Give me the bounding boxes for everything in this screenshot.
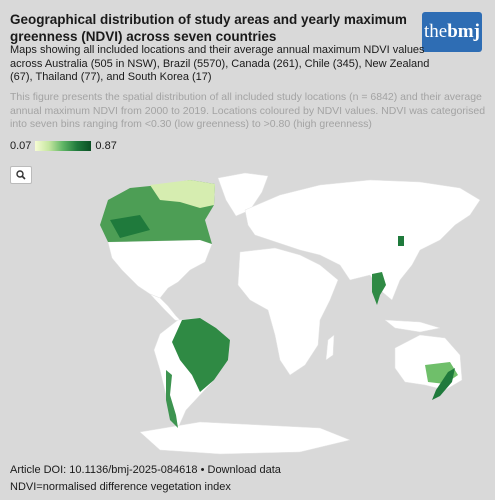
thailand (372, 272, 386, 305)
logo-prefix: the (424, 21, 448, 42)
legend-gradient (35, 141, 92, 151)
world-map (100, 172, 481, 455)
south-korea (398, 236, 404, 246)
logo-name: bmj (447, 21, 480, 42)
logo[interactable]: the bmj (422, 12, 482, 52)
footnote: NDVI=normalised difference vegetation in… (10, 481, 231, 493)
zoom-button[interactable] (10, 166, 32, 184)
description: This figure presents the spatial distrib… (10, 91, 486, 130)
brazil (172, 318, 230, 392)
canada-west (110, 215, 150, 238)
subtitle: Maps showing all included locations and … (10, 44, 430, 83)
title: Geographical distribution of study areas… (10, 12, 407, 44)
doi: Article DOI: 10.1136/bmj-2025-084618 (10, 464, 198, 476)
legend-min: 0.07 (10, 140, 32, 152)
legend: 0.07 0.87 (10, 140, 117, 152)
zoom-icon (16, 170, 26, 180)
new-zealand (432, 368, 455, 400)
chile (166, 370, 178, 428)
legend-max: 0.87 (95, 140, 117, 152)
footer-line: Article DOI: 10.1136/bmj-2025-084618 • D… (10, 462, 281, 479)
canada-north (150, 180, 215, 208)
separator: • (200, 464, 205, 476)
footer: Article DOI: 10.1136/bmj-2025-084618 • D… (10, 462, 281, 496)
download-link[interactable]: Download data (207, 464, 281, 476)
ndvi-regions (100, 180, 458, 428)
